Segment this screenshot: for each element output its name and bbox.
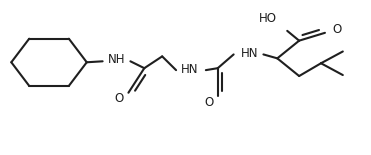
Text: O: O — [332, 23, 341, 36]
Text: HN: HN — [181, 63, 199, 76]
Text: HO: HO — [258, 12, 276, 25]
Text: O: O — [204, 96, 213, 109]
Text: HN: HN — [241, 47, 258, 60]
Text: O: O — [115, 92, 124, 105]
Text: NH: NH — [108, 53, 125, 66]
